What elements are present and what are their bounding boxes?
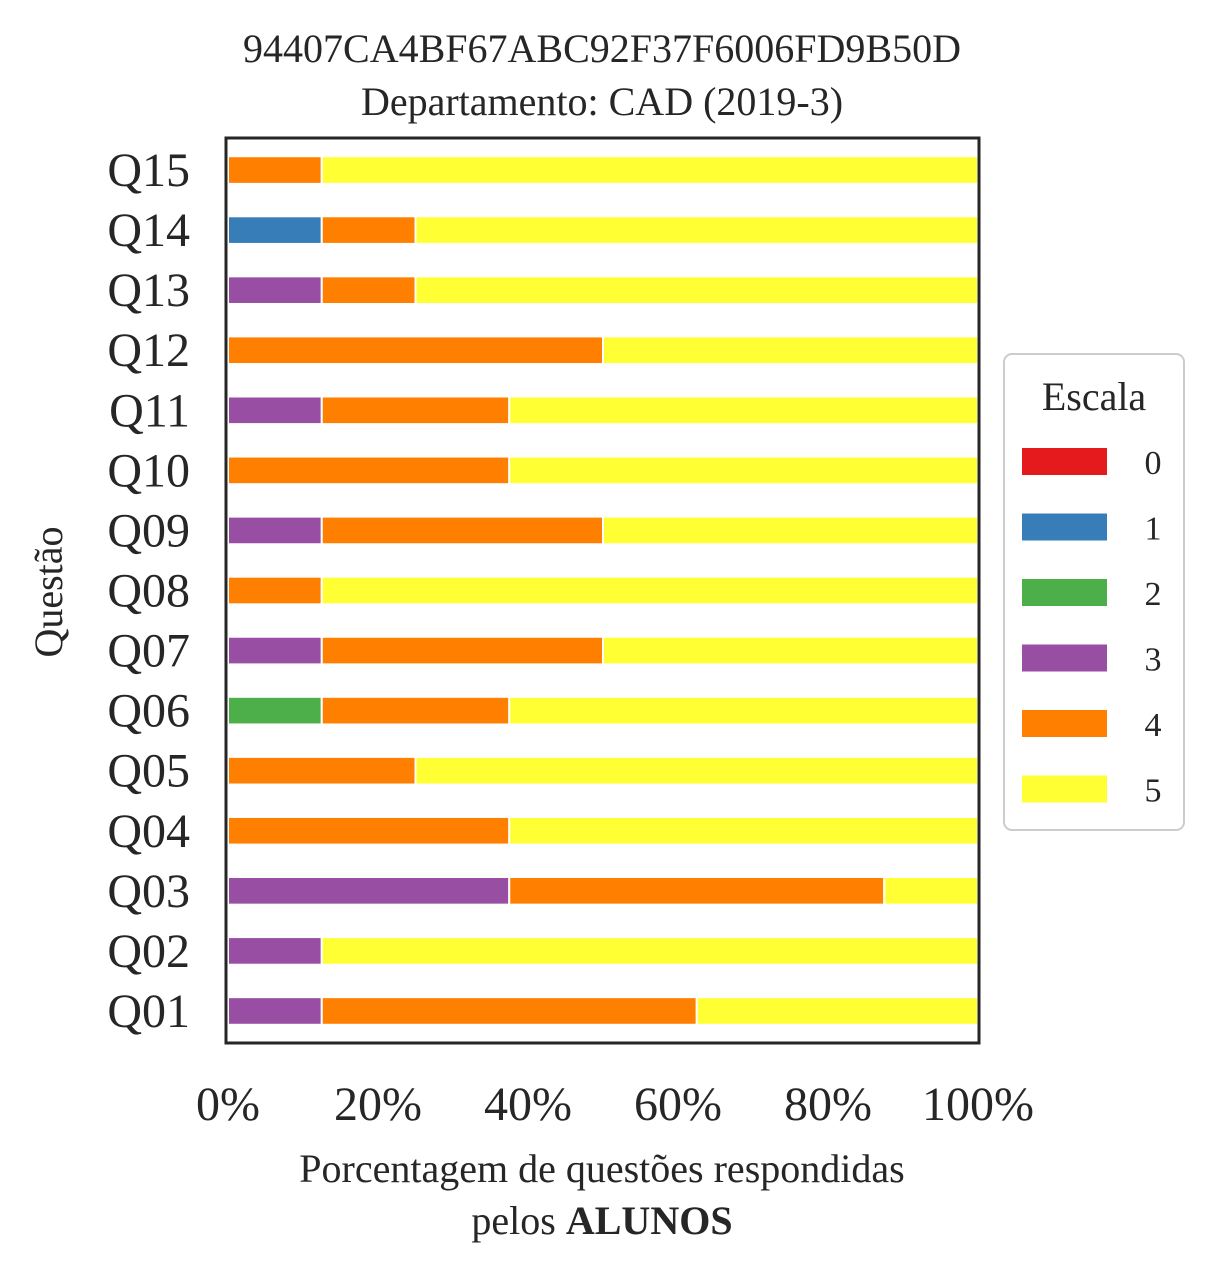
- y-tick-label-q15: Q15: [107, 144, 190, 197]
- bar-q05-escala-4: [227, 755, 417, 786]
- bar-q11-escala-4: [320, 395, 511, 426]
- y-tick-label-q09: Q09: [107, 504, 190, 557]
- bar-q11-escala-3: [227, 395, 323, 426]
- legend-swatch-3: [1022, 644, 1107, 672]
- bar-q07-escala-4: [320, 635, 604, 666]
- bar-q14-escala-5: [414, 215, 979, 245]
- bar-q09-escala-4: [320, 515, 604, 546]
- legend-label-1: 1: [1145, 511, 1162, 548]
- bar-q09-escala-5: [602, 515, 979, 546]
- y-tick-labels: Q01 Q02 Q03 Q04 Q05 Q06 Q07 Q08 Q09 Q10 Q11 Q12 Q13 Q…: [107, 144, 190, 1038]
- bar-q04-escala-4: [227, 815, 511, 846]
- bar-q12-escala-4: [227, 335, 604, 366]
- bar-q14-escala-1: [227, 215, 323, 245]
- bar-q14-escala-4: [320, 215, 417, 245]
- bar-q07-escala-5: [602, 635, 979, 666]
- bar-q06-escala-2: [227, 695, 323, 726]
- legend-label-0: 0: [1145, 445, 1162, 482]
- bar-q04-escala-5: [508, 815, 979, 846]
- bar-q02-escala-5: [320, 936, 979, 966]
- legend-label-2: 2: [1145, 576, 1162, 613]
- bar-q03-escala-3: [227, 876, 511, 906]
- x-axis-label-bold: ALUNOS: [566, 1198, 733, 1243]
- plot-frame: [224, 136, 981, 1045]
- bar-q02-escala-3: [227, 936, 323, 966]
- bar-q10-escala-5: [508, 455, 979, 486]
- legend-swatch-0: [1022, 448, 1107, 475]
- y-axis-label: Questão: [26, 526, 71, 657]
- legend-label-4: 4: [1145, 707, 1162, 744]
- bar-q01-escala-4: [320, 996, 698, 1026]
- chart-title-line-1: 94407CA4BF67ABC92F37F6006FD9B50D: [243, 26, 961, 71]
- x-tick-label-1: 20%: [334, 1078, 422, 1131]
- y-tick-label-q03: Q03: [107, 865, 190, 918]
- y-tick-label-q08: Q08: [107, 565, 190, 618]
- legend-swatch-5: [1022, 775, 1107, 803]
- x-tick-label-3: 60%: [634, 1078, 722, 1131]
- x-tick-label-4: 80%: [784, 1078, 872, 1131]
- bar-q07-escala-3: [227, 635, 323, 666]
- bar-q06-escala-5: [508, 695, 979, 726]
- chart-title-line-2: Departamento: CAD (2019-3): [361, 79, 843, 124]
- x-tick-labels: 0% 20% 40% 60% 80% 100%: [196, 1078, 1034, 1131]
- bar-q13-escala-3: [227, 275, 323, 305]
- bar-q01-escala-3: [227, 996, 323, 1026]
- bar-q03-escala-4: [508, 876, 886, 906]
- bar-q08-escala-4: [227, 575, 323, 606]
- legend-title: Escala: [1042, 374, 1147, 419]
- bar-q03-escala-5: [883, 876, 979, 906]
- bar-q05-escala-5: [414, 755, 979, 786]
- legend: Escala 0 1 2 3 4 5: [1003, 353, 1185, 831]
- x-axis-label-line-2: pelos ALUNOS: [471, 1198, 732, 1243]
- y-tick-label-q10: Q10: [107, 444, 190, 497]
- legend-items: 0 1 2 3 4 5: [1022, 445, 1162, 810]
- legend-label-3: 3: [1145, 642, 1162, 679]
- bar-q13-escala-5: [414, 275, 979, 305]
- y-tick-label-q04: Q04: [107, 805, 190, 858]
- y-tick-label-q13: Q13: [107, 264, 190, 317]
- bar-q15-escala-5: [320, 155, 979, 185]
- y-tick-label-q05: Q05: [107, 745, 190, 798]
- legend-swatch-1: [1022, 513, 1107, 541]
- y-tick-label-q02: Q02: [107, 925, 190, 978]
- bar-q06-escala-4: [320, 695, 511, 726]
- bar-q12-escala-5: [602, 335, 979, 366]
- bar-q15-escala-4: [227, 155, 323, 185]
- x-axis-label-line-1: Porcentagem de questões respondidas: [299, 1146, 904, 1191]
- x-tick-label-2: 40%: [484, 1078, 572, 1131]
- bar-q11-escala-5: [508, 395, 979, 426]
- legend-swatch-2: [1022, 579, 1107, 606]
- legend-label-5: 5: [1145, 773, 1162, 810]
- bar-q01-escala-5: [695, 996, 979, 1026]
- y-tick-label-q07: Q07: [107, 625, 190, 678]
- x-axis-label-prefix: pelos: [471, 1198, 565, 1243]
- y-tick-label-q12: Q12: [107, 324, 190, 377]
- y-tick-label-q06: Q06: [107, 685, 190, 738]
- y-tick-label-q14: Q14: [107, 204, 190, 257]
- x-tick-label-5: 100%: [922, 1078, 1034, 1131]
- chart-title: 94407CA4BF67ABC92F37F6006FD9B50D Departa…: [243, 26, 961, 124]
- bar-q10-escala-4: [227, 455, 511, 486]
- bars: [227, 155, 979, 1026]
- legend-swatch-4: [1022, 710, 1107, 737]
- bar-q13-escala-4: [320, 275, 417, 305]
- y-tick-label-q01: Q01: [107, 985, 190, 1038]
- bar-q09-escala-3: [227, 515, 323, 546]
- bar-q08-escala-5: [320, 575, 979, 606]
- x-tick-label-0: 0%: [196, 1078, 260, 1131]
- y-tick-label-q11: Q11: [109, 384, 190, 437]
